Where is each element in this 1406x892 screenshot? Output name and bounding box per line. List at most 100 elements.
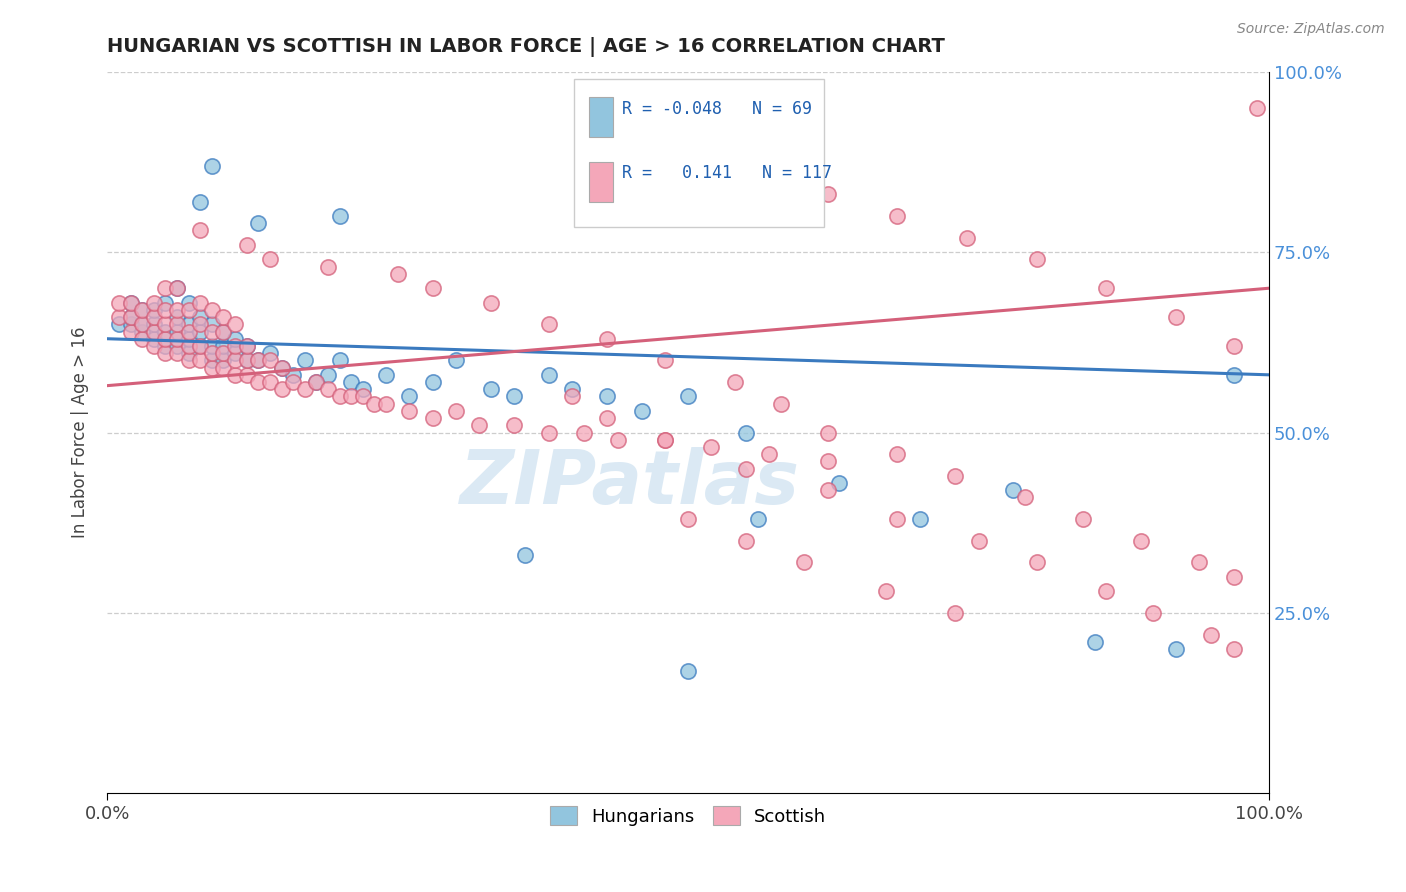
Point bbox=[259, 346, 281, 360]
Point bbox=[700, 440, 723, 454]
Point bbox=[201, 159, 224, 173]
Point bbox=[224, 368, 246, 382]
Point bbox=[224, 318, 246, 332]
Point bbox=[1025, 556, 1047, 570]
Point bbox=[120, 310, 142, 324]
Point bbox=[1095, 584, 1118, 599]
Point bbox=[155, 339, 177, 353]
Text: R =   0.141   N = 117: R = 0.141 N = 117 bbox=[621, 164, 832, 182]
Point bbox=[375, 368, 398, 382]
Point bbox=[758, 447, 780, 461]
Point bbox=[142, 302, 165, 317]
Point bbox=[747, 512, 769, 526]
Point bbox=[155, 325, 177, 339]
Point bbox=[142, 295, 165, 310]
Point bbox=[468, 418, 491, 433]
Point bbox=[1199, 627, 1222, 641]
Point bbox=[329, 209, 352, 223]
Point bbox=[142, 318, 165, 332]
Point bbox=[375, 397, 398, 411]
Point bbox=[177, 295, 200, 310]
FancyBboxPatch shape bbox=[589, 162, 613, 202]
Point bbox=[398, 389, 420, 403]
Point bbox=[155, 281, 177, 295]
Point bbox=[735, 425, 758, 440]
Point bbox=[329, 389, 352, 403]
Point bbox=[108, 295, 131, 310]
Point bbox=[654, 353, 676, 368]
Point bbox=[363, 397, 385, 411]
Point bbox=[259, 252, 281, 267]
Point bbox=[177, 318, 200, 332]
Point bbox=[212, 325, 235, 339]
FancyBboxPatch shape bbox=[574, 79, 824, 227]
Point bbox=[817, 483, 839, 498]
Point bbox=[212, 353, 235, 368]
Point bbox=[817, 187, 839, 202]
Point bbox=[537, 368, 560, 382]
Point bbox=[201, 353, 224, 368]
Point bbox=[131, 318, 153, 332]
Point bbox=[188, 194, 211, 209]
Point bbox=[188, 325, 211, 339]
Point bbox=[201, 346, 224, 360]
Point bbox=[120, 295, 142, 310]
Point bbox=[479, 382, 502, 396]
Point bbox=[131, 325, 153, 339]
Point bbox=[1002, 483, 1025, 498]
Point bbox=[166, 332, 188, 346]
Point bbox=[166, 281, 188, 295]
Point bbox=[1246, 101, 1268, 115]
Point bbox=[224, 353, 246, 368]
Point bbox=[188, 318, 211, 332]
Point bbox=[212, 346, 235, 360]
Point bbox=[340, 389, 363, 403]
Point bbox=[212, 360, 235, 375]
Point bbox=[247, 375, 270, 389]
Point bbox=[502, 389, 524, 403]
FancyBboxPatch shape bbox=[589, 97, 613, 136]
Point bbox=[120, 318, 142, 332]
Point bbox=[1223, 642, 1246, 657]
Point bbox=[155, 318, 177, 332]
Point bbox=[155, 295, 177, 310]
Point bbox=[537, 425, 560, 440]
Point bbox=[1025, 252, 1047, 267]
Point bbox=[188, 339, 211, 353]
Point bbox=[108, 318, 131, 332]
Point bbox=[283, 368, 305, 382]
Point bbox=[235, 339, 257, 353]
Point bbox=[212, 339, 235, 353]
Point bbox=[1223, 570, 1246, 584]
Point bbox=[224, 339, 246, 353]
Point bbox=[270, 382, 292, 396]
Point bbox=[654, 433, 676, 447]
Point bbox=[120, 310, 142, 324]
Point bbox=[676, 664, 699, 678]
Point bbox=[305, 375, 328, 389]
Text: HUNGARIAN VS SCOTTISH IN LABOR FORCE | AGE > 16 CORRELATION CHART: HUNGARIAN VS SCOTTISH IN LABOR FORCE | A… bbox=[107, 37, 945, 57]
Point bbox=[166, 339, 188, 353]
Point bbox=[1071, 512, 1094, 526]
Point bbox=[329, 353, 352, 368]
Point bbox=[875, 584, 897, 599]
Point bbox=[1130, 533, 1153, 548]
Point bbox=[142, 332, 165, 346]
Point bbox=[270, 360, 292, 375]
Point bbox=[352, 382, 374, 396]
Point bbox=[596, 389, 619, 403]
Point bbox=[630, 404, 652, 418]
Point bbox=[676, 512, 699, 526]
Point bbox=[188, 339, 211, 353]
Point bbox=[444, 404, 467, 418]
Point bbox=[1223, 368, 1246, 382]
Point bbox=[235, 353, 257, 368]
Point bbox=[166, 310, 188, 324]
Point bbox=[131, 318, 153, 332]
Text: ZIPatlas: ZIPatlas bbox=[460, 447, 800, 519]
Point bbox=[1223, 339, 1246, 353]
Point bbox=[235, 353, 257, 368]
Point bbox=[956, 230, 979, 244]
Point bbox=[572, 425, 595, 440]
Point bbox=[294, 382, 316, 396]
